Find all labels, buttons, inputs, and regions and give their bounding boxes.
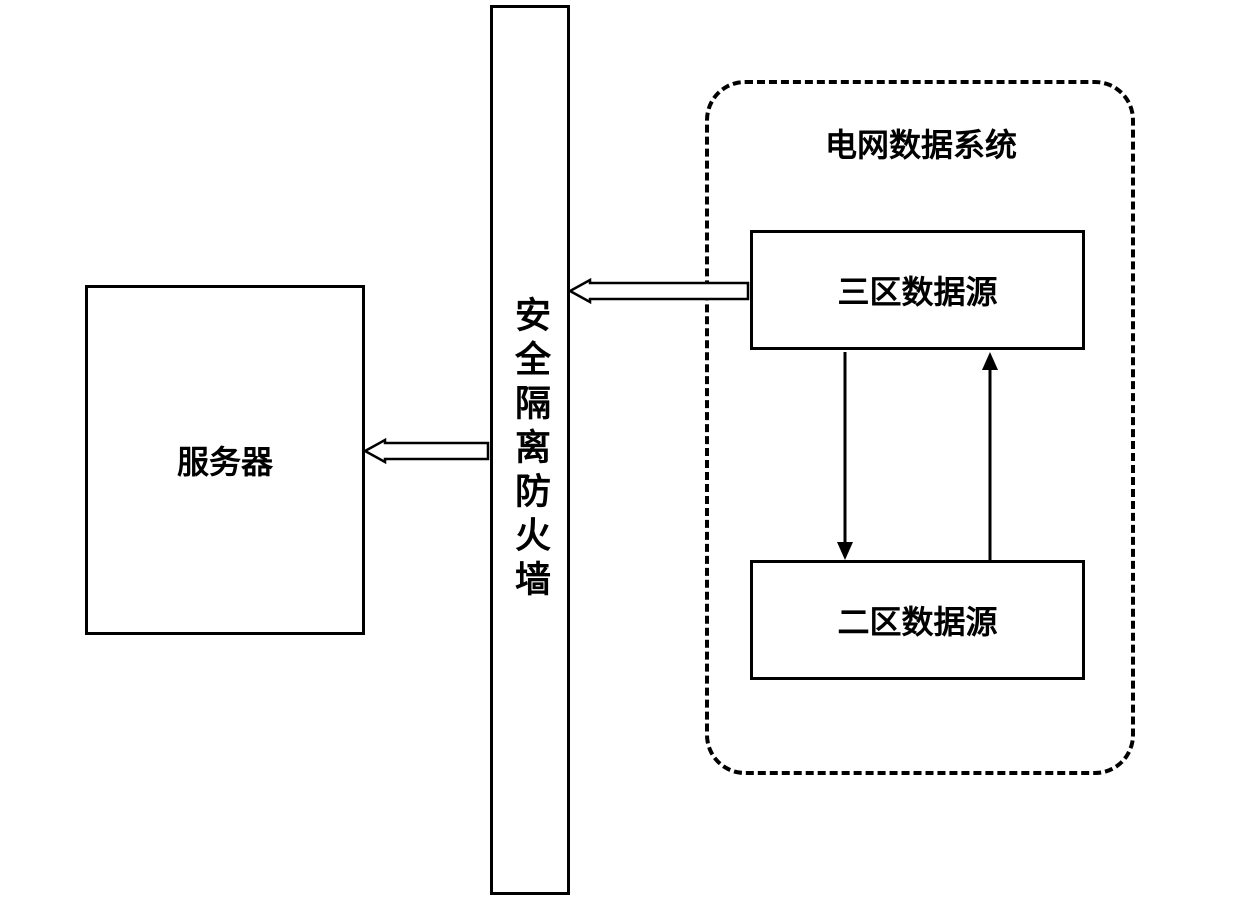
arrow-zone2-to-zone3: [980, 352, 1000, 562]
firewall-label: 安全隔离防火墙: [504, 296, 556, 604]
grid-data-system-label: 电网数据系统: [825, 120, 1017, 166]
server-node: 服务器: [85, 285, 365, 635]
arrow-firewall-to-server: [365, 440, 490, 462]
zone2-node: 二区数据源: [750, 560, 1085, 680]
arrow-zone3-to-firewall: [570, 280, 750, 302]
arrow-zone3-to-zone2: [835, 352, 855, 562]
server-label: 服务器: [177, 437, 273, 483]
firewall-node: 安全隔离防火墙: [490, 5, 570, 895]
zone2-label: 二区数据源: [837, 597, 997, 643]
zone3-label: 三区数据源: [837, 267, 997, 313]
zone3-node: 三区数据源: [750, 230, 1085, 350]
